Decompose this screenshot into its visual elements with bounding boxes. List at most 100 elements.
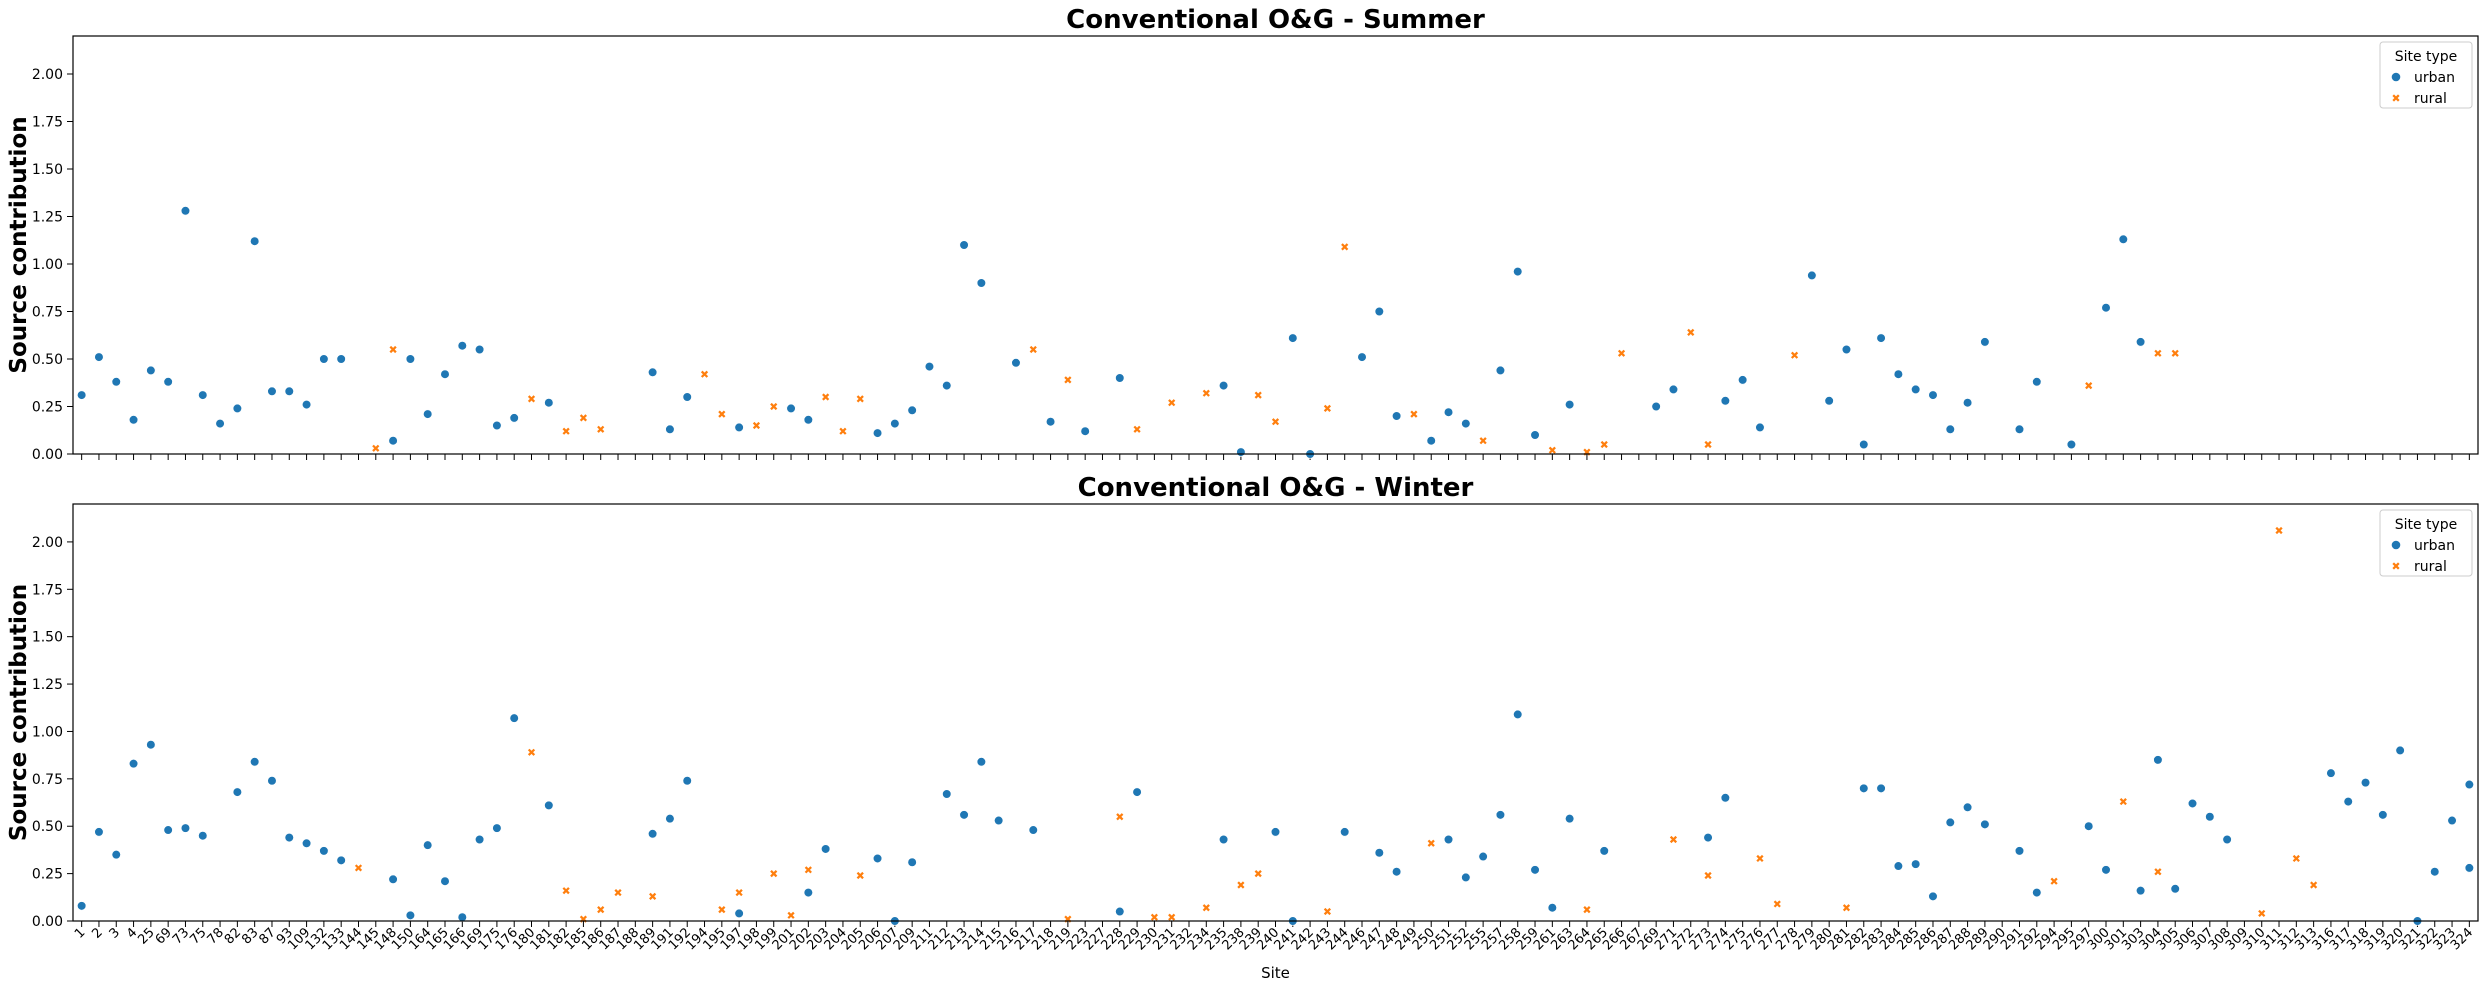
winter-urban-point-site-317 — [2343, 796, 2353, 807]
summer-urban-point-site-286 — [1928, 390, 1938, 400]
summer-urban-point-site-269 — [1651, 401, 1661, 412]
winter-urban-point-site-259 — [1530, 865, 1540, 875]
winter-urban-point-site-286 — [1928, 891, 1938, 901]
summer-urban-point-site-3 — [111, 377, 121, 387]
winter-urban-point-site-25 — [146, 740, 156, 750]
summer-plot-frame — [72, 35, 2479, 455]
summer-urban-point-site-25 — [146, 365, 156, 376]
summer-urban-point-site-75 — [198, 390, 208, 400]
summer-urban-point-site-4 — [128, 415, 139, 425]
winter-urban-point-site-165 — [440, 876, 450, 886]
summer-urban-point-site-189 — [648, 367, 658, 377]
winter-urban-point-site-209 — [907, 857, 917, 867]
winter-rural-point-site-238 — [1237, 881, 1245, 889]
summer-urban-point-site-279 — [1807, 270, 1817, 281]
summer-urban-point-site-2 — [94, 352, 104, 362]
winter-urban-point-site-257 — [1495, 810, 1506, 820]
summer-urban-point-site-284 — [1893, 369, 1903, 379]
winter-urban-point-site-202 — [803, 887, 813, 898]
summer-urban-point-site-283 — [1876, 333, 1886, 343]
winter-urban-point-site-252 — [1461, 872, 1471, 883]
winter-chart-title: Conventional O&G - Winter — [1078, 473, 1474, 503]
winter-urban-point-site-273 — [1703, 832, 1713, 843]
winter-rural-point-site-310 — [2258, 909, 2266, 918]
winter-rural-point-site-234 — [1202, 904, 1210, 912]
winter-urban-point-site-229 — [1132, 787, 1142, 797]
summer-urban-point-site-291 — [2014, 424, 2025, 434]
winter-urban-point-site-248 — [1392, 867, 1402, 877]
summer-urban-point-site-281 — [1841, 344, 1852, 355]
winter-urban-point-site-3 — [111, 850, 121, 860]
summer-urban-point-site-197 — [734, 422, 744, 433]
winter-y-tick-label: 0.50 — [32, 819, 63, 835]
winter-urban-point-site-212 — [942, 789, 952, 799]
summer-x-ticks — [81, 454, 2470, 460]
winter-urban-point-site-2 — [94, 827, 104, 837]
winter-urban-point-site-228 — [1115, 906, 1125, 917]
summer-urban-point-site-214 — [976, 278, 986, 288]
winter-urban-point-site-214 — [976, 757, 986, 767]
winter-urban-point-site-265 — [1599, 846, 1609, 856]
winter-urban-point-site-316 — [2326, 768, 2336, 778]
summer-rural-point-site-186 — [597, 425, 605, 433]
summer-rural-point-site-217 — [1029, 345, 1037, 354]
summer-y-tick-label: 0.75 — [32, 305, 63, 321]
summer-urban-point-site-213 — [959, 240, 969, 250]
summer-rural-point-site-272 — [1687, 328, 1695, 336]
winter-y-ticks: 0.00 0.25 0.50 0.75 1.00 1.25 1.50 1.75 2.00 — [32, 535, 73, 930]
summer-urban-point-site-263 — [1565, 400, 1575, 410]
winter-rural-point-site-243 — [1323, 907, 1332, 916]
winter-urban-point-site-87 — [267, 776, 277, 786]
winter-legend-urban-label: urban — [2414, 538, 2455, 554]
summer-urban-point-site-287 — [1945, 424, 1955, 434]
winter-rural-point-site-195 — [718, 906, 726, 914]
summer-urban-point-site-259 — [1530, 430, 1540, 440]
winter-urban-point-site-235 — [1218, 834, 1229, 845]
winter-rural-point-site-311 — [2275, 526, 2283, 535]
summer-rural-point-site-185 — [579, 414, 588, 422]
winter-x-ticks: 1 2 3 4256973757882838793109132133144145148… — [72, 921, 2476, 953]
summer-y-tick-label: 1.75 — [32, 115, 63, 131]
summer-urban-point-site-280 — [1824, 396, 1834, 406]
summer-urban-point-site-252 — [1461, 419, 1471, 429]
summer-y-tick-label: 1.00 — [32, 257, 63, 273]
winter-data-points — [77, 526, 2474, 926]
winter-urban-point-site-213 — [959, 810, 969, 820]
winter-urban-point-site-308 — [2222, 834, 2232, 845]
summer-urban-point-site-285 — [1911, 384, 1921, 395]
winter-rural-point-site-205 — [856, 871, 864, 880]
winter-urban-point-site-263 — [1565, 814, 1575, 824]
winter-urban-point-site-189 — [648, 829, 658, 839]
summer-rural-point-site-199 — [770, 402, 778, 411]
summer-rural-point-site-182 — [562, 427, 570, 435]
winter-urban-point-site-300 — [2101, 865, 2111, 875]
winter-rural-point-site-304 — [2154, 868, 2162, 876]
winter-urban-point-site-69 — [163, 825, 173, 835]
summer-urban-point-site-258 — [1513, 267, 1523, 277]
winter-urban-point-site-148 — [388, 874, 398, 884]
winter-urban-point-site-93 — [284, 832, 294, 843]
winter-urban-point-site-291 — [2014, 846, 2025, 856]
winter-urban-point-site-132 — [319, 846, 329, 856]
summer-rural-point-site-305 — [2171, 349, 2179, 357]
winter-urban-point-site-73 — [180, 823, 191, 833]
winter-legend: Site type urban rural — [2379, 509, 2473, 577]
summer-y-tick-label: 0.50 — [32, 352, 63, 368]
winter-urban-point-site-319 — [2378, 810, 2388, 820]
summer-urban-point-site-238 — [1236, 447, 1246, 457]
winter-y-tick-label: 1.50 — [32, 630, 63, 646]
winter-urban-point-site-323 — [2447, 815, 2457, 826]
winter-urban-point-site-244 — [1340, 827, 1350, 837]
summer-urban-point-site-181 — [544, 398, 554, 408]
summer-y-tick-label: 2.00 — [32, 67, 63, 83]
winter-plot-frame — [72, 503, 2479, 922]
winter-y-tick-label: 0.75 — [32, 772, 63, 788]
summer-rural-point-site-234 — [1202, 389, 1210, 397]
summer-urban-point-site-212 — [942, 381, 952, 391]
winter-rural-point-site-197 — [735, 888, 743, 897]
winter-urban-point-site-306 — [2187, 798, 2198, 809]
summer-urban-point-site-87 — [267, 386, 277, 396]
winter-rural-point-site-239 — [1254, 870, 1262, 878]
summer-rural-point-site-204 — [839, 427, 847, 435]
summer-urban-point-site-1 — [77, 390, 87, 400]
